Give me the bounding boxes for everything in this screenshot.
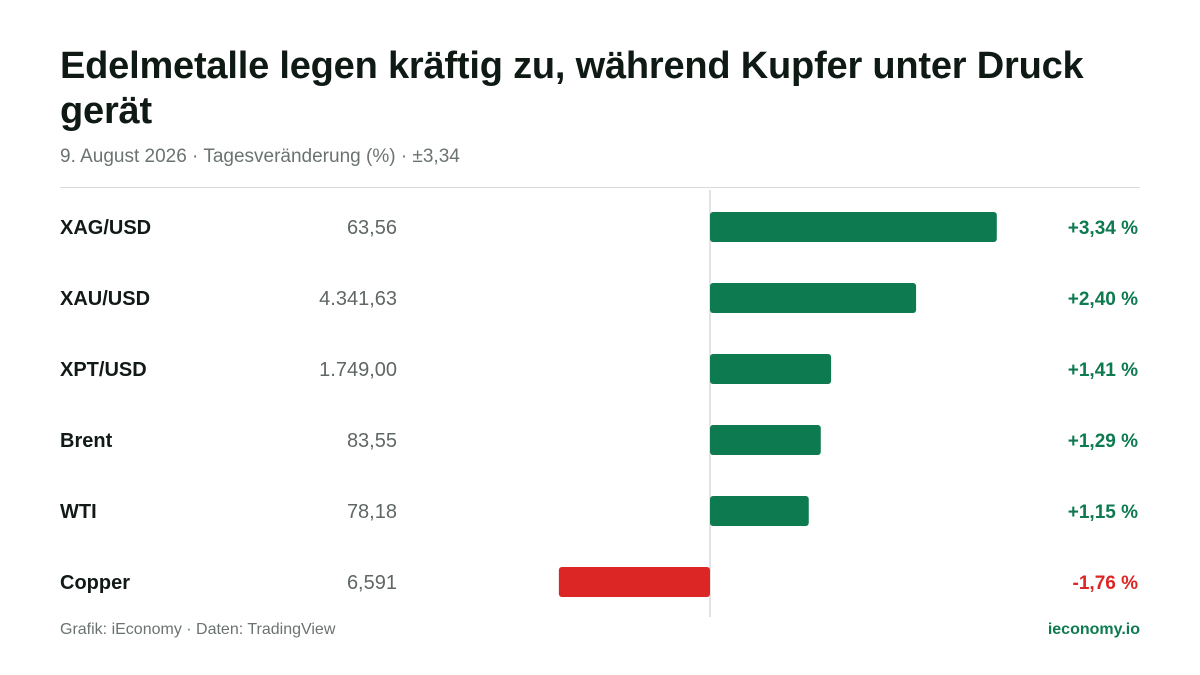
category-label: WTI [60,501,97,523]
category-label: XAU/USD [60,288,150,310]
source-credit: Grafik: iEconomy · Daten: TradingView [60,621,336,638]
brand-link[interactable]: ieconomy.io [1047,621,1140,638]
chart-subtitle: 9. August 2026 · Tagesveränderung (%) · … [60,146,460,167]
category-label: Brent [60,430,113,452]
price-label: 6,591 [347,572,397,594]
bar [710,283,917,313]
value-label: +3,34 % [1068,218,1138,239]
bar [710,212,997,242]
bar [558,567,710,597]
price-label: 1.749,00 [319,359,397,381]
value-label: +2,40 % [1068,289,1138,310]
category-label: XAG/USD [60,217,151,239]
bar [710,425,821,455]
value-label: +1,15 % [1068,502,1138,523]
price-label: 78,18 [347,501,397,523]
value-label: +1,29 % [1068,431,1138,452]
price-label: 4.341,63 [319,288,397,310]
header-divider [60,187,1140,188]
value-label: +1,41 % [1068,360,1138,381]
chart-title: Edelmetalle legen kräftig zu, während Ku… [60,45,1084,132]
bar [710,496,809,526]
price-label: 83,55 [347,430,397,452]
category-label: Copper [60,572,130,594]
price-label: 63,56 [347,217,397,239]
value-label: -1,76 % [1073,573,1139,594]
category-label: XPT/USD [60,359,147,381]
bar [710,354,832,384]
